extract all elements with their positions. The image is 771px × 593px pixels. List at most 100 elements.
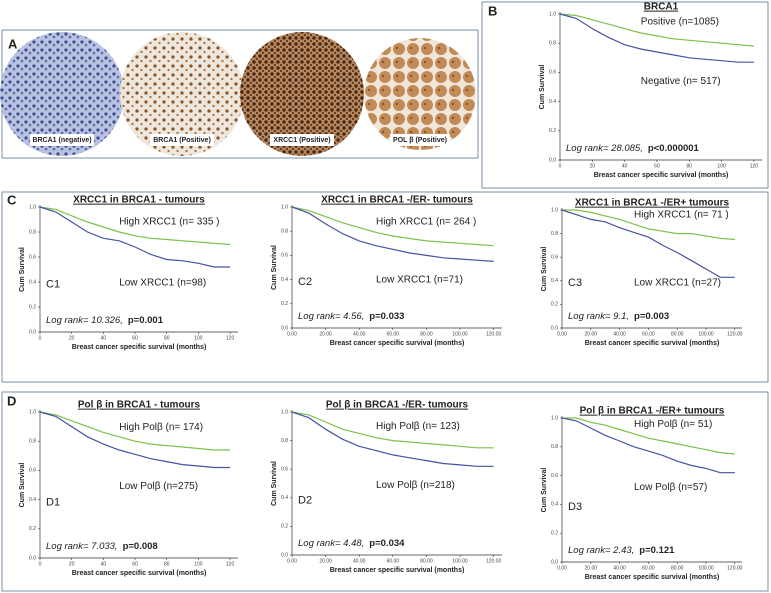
x-tick-label: 60 bbox=[132, 561, 138, 567]
survival-curve bbox=[291, 206, 494, 262]
x-tick-label: 20.00 bbox=[319, 558, 332, 564]
y-tick-label: 0.0 bbox=[551, 559, 558, 565]
series-label: High Polβ (n= 174) bbox=[119, 422, 203, 433]
x-tick-label: 0 bbox=[39, 561, 42, 567]
log-rank: Log rank= 7.033, bbox=[46, 541, 118, 552]
sub-panel-label: C2 bbox=[298, 276, 312, 288]
x-axis-label: Breast cancer specific survival (months) bbox=[72, 344, 207, 351]
y-tick-label: 0.4 bbox=[551, 278, 558, 284]
y-tick-label: 0.2 bbox=[549, 128, 556, 134]
panel-label: B bbox=[488, 3, 497, 18]
y-tick-label: 0.0 bbox=[29, 329, 36, 335]
caption-bg bbox=[30, 134, 94, 146]
survival-curve bbox=[39, 411, 231, 469]
x-tick-label: 40.00 bbox=[613, 565, 626, 571]
caption-bg bbox=[390, 134, 450, 146]
sub-panel-label: D3 bbox=[568, 501, 582, 513]
x-tick-label: 60.00 bbox=[387, 331, 400, 337]
x-tick-label: 60.00 bbox=[642, 565, 655, 571]
y-tick-label: 0.2 bbox=[281, 524, 288, 530]
panel-label: D bbox=[7, 393, 16, 408]
tissue-image bbox=[240, 32, 364, 156]
chart-title: XRCC1 in BRCA1 -/ER- tumours bbox=[321, 195, 473, 206]
x-tick-label: 40 bbox=[101, 561, 107, 567]
p-value: p=0.001 bbox=[128, 315, 164, 326]
y-tick-label: 0.2 bbox=[551, 531, 558, 537]
stat-annotation: Log rank= 28.085, p<0.000001 bbox=[566, 143, 700, 154]
x-tick-label: 60 bbox=[654, 163, 660, 169]
x-tick-label: 40 bbox=[101, 335, 107, 341]
x-tick-label: 80 bbox=[686, 163, 692, 169]
tissue-image bbox=[120, 32, 244, 156]
x-tick-label: 100.00 bbox=[698, 331, 714, 337]
y-tick-label: 0.4 bbox=[29, 497, 36, 503]
survival-curve bbox=[291, 206, 494, 247]
y-tick-label: 1.0 bbox=[29, 409, 36, 415]
x-tick-label: 100.00 bbox=[452, 331, 468, 337]
survival-curve bbox=[39, 411, 231, 451]
x-tick-label: 20 bbox=[69, 561, 75, 567]
p-value: p=0.003 bbox=[634, 311, 669, 322]
y-axis-label: Cum Survival bbox=[541, 468, 548, 513]
tissue-image bbox=[0, 32, 124, 156]
y-tick-label: 0.8 bbox=[281, 438, 288, 444]
y-tick-label: 0.4 bbox=[549, 99, 556, 105]
survival-curve bbox=[39, 206, 231, 268]
x-tick-label: 120 bbox=[750, 163, 759, 169]
x-tick-label: 0 bbox=[559, 163, 562, 169]
y-tick-label: 0.6 bbox=[551, 255, 558, 261]
x-tick-label: 0.00 bbox=[557, 565, 567, 571]
x-tick-label: 120 bbox=[226, 561, 235, 567]
y-tick-label: 0.6 bbox=[281, 253, 288, 259]
chart-title: Pol β in BRCA1 - tumours bbox=[78, 400, 201, 411]
image-caption: POL β (Positive) bbox=[393, 137, 447, 144]
series-label: Low XRCC1 (n=98) bbox=[119, 277, 206, 288]
y-axis-label: Cum Survival bbox=[271, 461, 278, 506]
survival-curve bbox=[559, 13, 754, 63]
y-tick-label: 0.0 bbox=[281, 552, 288, 558]
x-tick-label: 60.00 bbox=[387, 558, 400, 564]
sub-panel-label: C1 bbox=[46, 278, 60, 290]
p-value: p=0.034 bbox=[369, 538, 405, 549]
x-tick-label: 20 bbox=[69, 335, 75, 341]
x-axis-label: Breast cancer specific survival (months) bbox=[594, 172, 729, 179]
y-tick-label: 1.0 bbox=[29, 204, 36, 210]
y-axis-label: Cum Survival bbox=[539, 65, 546, 110]
series-label: Positive (n=1085) bbox=[641, 17, 719, 28]
caption-bg bbox=[270, 134, 334, 146]
x-tick-label: 80.00 bbox=[671, 565, 684, 571]
y-axis-label: Cum Survival bbox=[541, 247, 548, 292]
x-tick-label: 80 bbox=[164, 561, 170, 567]
x-tick-label: 120 bbox=[226, 335, 235, 341]
x-axis-label: Breast cancer specific survival (months) bbox=[585, 574, 720, 581]
y-tick-label: 1.0 bbox=[551, 415, 558, 421]
survival-curve bbox=[561, 209, 735, 278]
y-tick-label: 0.0 bbox=[551, 325, 558, 331]
y-tick-label: 1.0 bbox=[549, 11, 556, 17]
x-tick-label: 20 bbox=[590, 163, 596, 169]
y-tick-label: 0.6 bbox=[281, 467, 288, 473]
x-tick-label: 100 bbox=[717, 163, 726, 169]
chart-title: XRCC1 in BRCA1 - tumours bbox=[73, 195, 205, 206]
y-tick-label: 1.0 bbox=[281, 204, 288, 210]
x-tick-label: 80.00 bbox=[671, 331, 684, 337]
x-tick-label: 80.00 bbox=[420, 331, 433, 337]
y-axis-label: Cum Survival bbox=[19, 463, 26, 508]
panel-label: C bbox=[7, 192, 17, 207]
stat-annotation: Log rank= 7.033, p=0.008 bbox=[46, 541, 158, 552]
x-tick-label: 0.00 bbox=[557, 331, 567, 337]
y-tick-label: 0.6 bbox=[29, 254, 36, 260]
y-tick-label: 1.0 bbox=[551, 207, 558, 213]
x-tick-label: 40 bbox=[622, 163, 628, 169]
panel-c-box bbox=[1, 191, 769, 383]
y-tick-label: 0.2 bbox=[551, 302, 558, 308]
panel-b-box bbox=[481, 1, 769, 189]
series-label: High Polβ (n= 51) bbox=[634, 419, 712, 430]
x-tick-label: 20.00 bbox=[585, 565, 598, 571]
log-rank: Log rank= 4.56, bbox=[298, 311, 364, 322]
survival-curve bbox=[562, 417, 735, 455]
x-tick-label: 120.00 bbox=[727, 331, 743, 337]
x-tick-label: 0.00 bbox=[287, 331, 297, 337]
x-tick-label: 100.00 bbox=[452, 558, 468, 564]
stat-annotation: Log rank= 9.1, p=0.003 bbox=[568, 311, 669, 322]
